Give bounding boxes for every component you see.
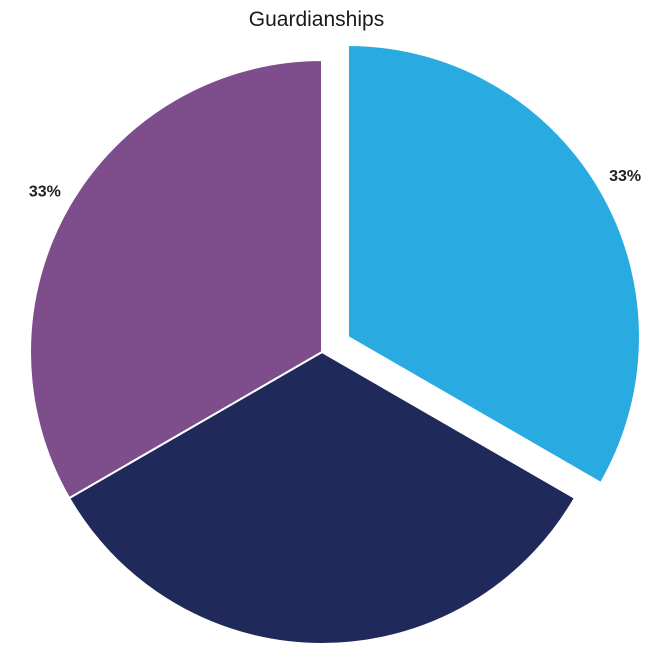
pie-slice-label-1: 33% — [609, 168, 641, 185]
pie-slices — [29, 43, 641, 645]
pie-slice-3 — [29, 58, 323, 500]
chart-title: Guardianships — [248, 8, 385, 31]
pie-slice-1 — [346, 43, 641, 485]
pie-slice-label-2: 33% — [306, 663, 338, 665]
pie-slice-label-3: 33% — [29, 183, 61, 200]
pie-labels: 33% 33% 33% — [29, 168, 641, 665]
pie-slice-2 — [67, 350, 577, 645]
